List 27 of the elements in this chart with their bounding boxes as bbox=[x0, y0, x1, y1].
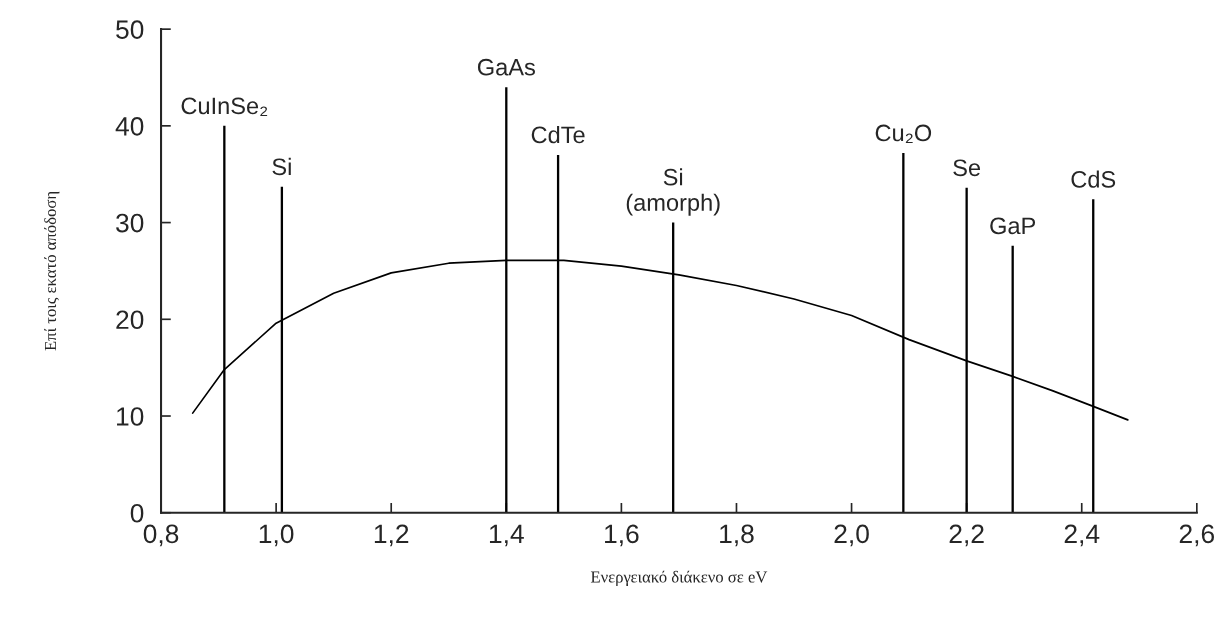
x-tick-label: 2,6 bbox=[1179, 524, 1214, 547]
x-tick-label: 1,6 bbox=[605, 524, 639, 547]
x-tick-label: 1,4 bbox=[489, 524, 524, 547]
y-tick-label: 10 bbox=[117, 407, 144, 426]
annotation: Si bbox=[272, 157, 291, 176]
y-tick-label: 0 bbox=[130, 503, 144, 523]
annotation: CdS bbox=[1071, 170, 1116, 188]
x-tick-label: 2,0 bbox=[834, 524, 869, 547]
annotation: CuInSe₂ bbox=[181, 97, 268, 117]
y-tick-label: 40 bbox=[115, 116, 144, 136]
x-tick-label: 0,8 bbox=[143, 524, 179, 547]
annotation: GaP bbox=[990, 217, 1036, 235]
x-tick-label: 1,0 bbox=[259, 524, 294, 547]
x-tick-label: 2,2 bbox=[949, 524, 984, 547]
y-tick-label: 20 bbox=[116, 310, 144, 330]
x-axis-title: Ενεργειακό διάκενο σε eV bbox=[590, 570, 768, 586]
y-tick-label: 50 bbox=[116, 20, 144, 39]
x-tick-label: 1,8 bbox=[720, 524, 754, 547]
annotation: GaAs bbox=[477, 58, 535, 76]
y-axis-title: Επί τοις εκατό απόδοση bbox=[44, 191, 60, 351]
annotation: Se bbox=[953, 159, 981, 177]
x-tick-label: 1,2 bbox=[374, 524, 409, 547]
annotation: Si (amorph) bbox=[626, 168, 720, 216]
x-tick-label: 2,4 bbox=[1064, 524, 1100, 547]
annotation: CdTe bbox=[531, 125, 585, 144]
annotation: Cu₂O bbox=[875, 124, 932, 144]
y-tick-label: 30 bbox=[116, 213, 144, 233]
